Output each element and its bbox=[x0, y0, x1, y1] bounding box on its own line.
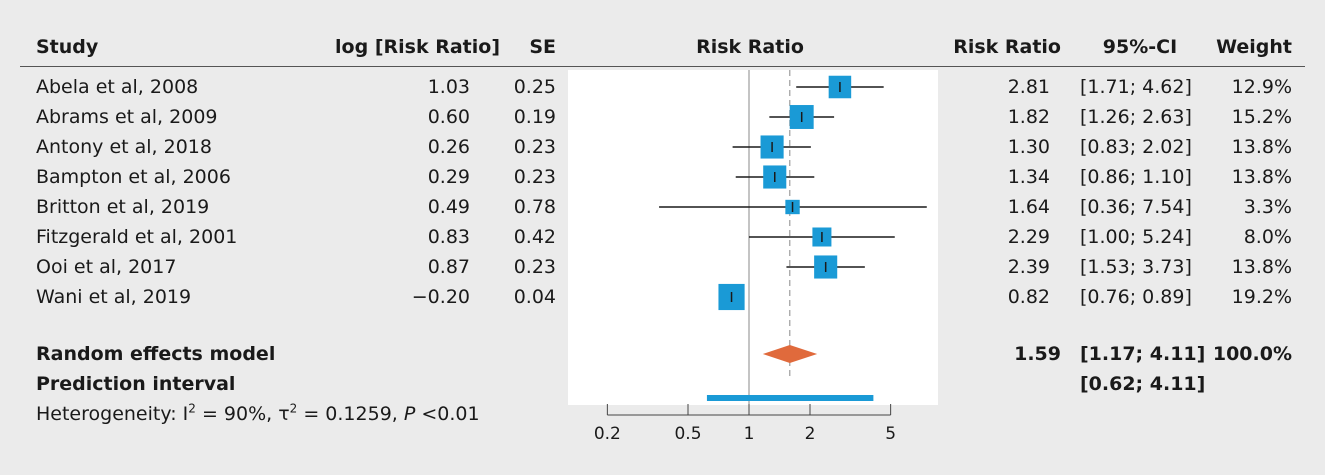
study-ci: [0.86; 1.10] bbox=[1080, 166, 1192, 188]
study-name: Abrams et al, 2009 bbox=[36, 106, 218, 128]
study-weight: 13.8% bbox=[1231, 136, 1292, 158]
tau2-superscript: 2 bbox=[289, 401, 298, 416]
study-ci: [0.83; 2.02] bbox=[1080, 136, 1192, 158]
study-log-rr: 0.60 bbox=[427, 106, 470, 128]
study-se: 0.78 bbox=[513, 196, 556, 218]
study-weight: 3.3% bbox=[1243, 196, 1292, 218]
study-weight: 19.2% bbox=[1231, 286, 1292, 308]
study-se: 0.42 bbox=[513, 226, 556, 248]
header-se: SE bbox=[529, 36, 556, 58]
x-axis-tick-label: 5 bbox=[885, 424, 896, 444]
study-log-rr: 0.87 bbox=[427, 256, 470, 278]
heterogeneity-label: Heterogeneity: I2 = 90%, τ2 = 0.1259, P … bbox=[36, 402, 480, 426]
study-rr: 2.81 bbox=[1007, 76, 1050, 98]
study-log-rr: 0.29 bbox=[427, 166, 470, 188]
study-weight: 12.9% bbox=[1231, 76, 1292, 98]
study-se: 0.23 bbox=[513, 166, 556, 188]
header-weight: Weight bbox=[1216, 36, 1292, 58]
i2-value: = 90%, τ bbox=[195, 403, 290, 425]
p-label: P bbox=[403, 403, 416, 425]
header-risk-ratio: Risk Ratio bbox=[953, 36, 1061, 58]
header-rule bbox=[20, 66, 1305, 67]
x-axis-tick-label: 1 bbox=[744, 424, 755, 444]
x-axis-tick-label: 0.2 bbox=[594, 424, 621, 444]
study-log-rr: 0.26 bbox=[427, 136, 470, 158]
heterogeneity-prefix: Heterogeneity: I bbox=[36, 403, 189, 425]
study-rr: 1.30 bbox=[1007, 136, 1050, 158]
study-ci: [1.71; 4.62] bbox=[1080, 76, 1192, 98]
study-log-rr: −0.20 bbox=[411, 286, 470, 308]
prediction-label: Prediction interval bbox=[36, 373, 236, 395]
study-se: 0.25 bbox=[513, 76, 556, 98]
tau2-value: = 0.1259, bbox=[297, 403, 404, 425]
summary-label: Random effects model bbox=[36, 343, 276, 365]
study-weight: 13.8% bbox=[1231, 166, 1292, 188]
study-se: 0.19 bbox=[513, 106, 556, 128]
header-ci: 95%-CI bbox=[1102, 36, 1178, 58]
study-se: 0.23 bbox=[513, 136, 556, 158]
study-rr: 1.82 bbox=[1007, 106, 1050, 128]
header-plot: Risk Ratio bbox=[696, 36, 804, 58]
study-se: 0.04 bbox=[513, 286, 556, 308]
study-name: Wani et al, 2019 bbox=[36, 286, 192, 308]
header-study: Study bbox=[36, 36, 99, 58]
study-log-rr: 1.03 bbox=[427, 76, 470, 98]
summary-rr: 1.59 bbox=[1014, 343, 1061, 365]
study-rr: 1.64 bbox=[1007, 196, 1050, 218]
study-rr: 1.34 bbox=[1007, 166, 1050, 188]
x-axis-tick-label: 0.5 bbox=[674, 424, 701, 444]
study-name: Britton et al, 2019 bbox=[36, 196, 210, 218]
study-name: Fitzgerald et al, 2001 bbox=[36, 226, 238, 248]
study-rr: 0.82 bbox=[1007, 286, 1050, 308]
header-log-rr: log [Risk Ratio] bbox=[335, 36, 500, 58]
study-name: Abela et al, 2008 bbox=[36, 76, 199, 98]
study-ci: [0.36; 7.54] bbox=[1080, 196, 1192, 218]
summary-ci: [1.17; 4.11] bbox=[1080, 343, 1206, 365]
study-se: 0.23 bbox=[513, 256, 556, 278]
study-weight: 8.0% bbox=[1243, 226, 1292, 248]
study-name: Bampton et al, 2006 bbox=[36, 166, 231, 188]
study-rr: 2.29 bbox=[1007, 226, 1050, 248]
prediction-bar bbox=[706, 395, 874, 401]
p-value: <0.01 bbox=[415, 403, 480, 425]
prediction-ci: [0.62; 4.11] bbox=[1080, 373, 1206, 395]
study-ci: [1.00; 5.24] bbox=[1080, 226, 1192, 248]
study-ci: [1.53; 3.73] bbox=[1080, 256, 1192, 278]
i2-superscript: 2 bbox=[188, 401, 196, 416]
study-name: Antony et al, 2018 bbox=[36, 136, 212, 158]
study-weight: 15.2% bbox=[1231, 106, 1292, 128]
study-name: Ooi et al, 2017 bbox=[36, 256, 177, 278]
study-ci: [1.26; 2.63] bbox=[1080, 106, 1192, 128]
study-log-rr: 0.83 bbox=[427, 226, 470, 248]
summary-weight: 100.0% bbox=[1212, 343, 1292, 365]
study-log-rr: 0.49 bbox=[427, 196, 470, 218]
x-axis-tick-label: 2 bbox=[805, 424, 816, 444]
study-ci: [0.76; 0.89] bbox=[1080, 286, 1192, 308]
study-rr: 2.39 bbox=[1007, 256, 1050, 278]
summary-diamond bbox=[762, 345, 818, 363]
study-weight: 13.8% bbox=[1231, 256, 1292, 278]
